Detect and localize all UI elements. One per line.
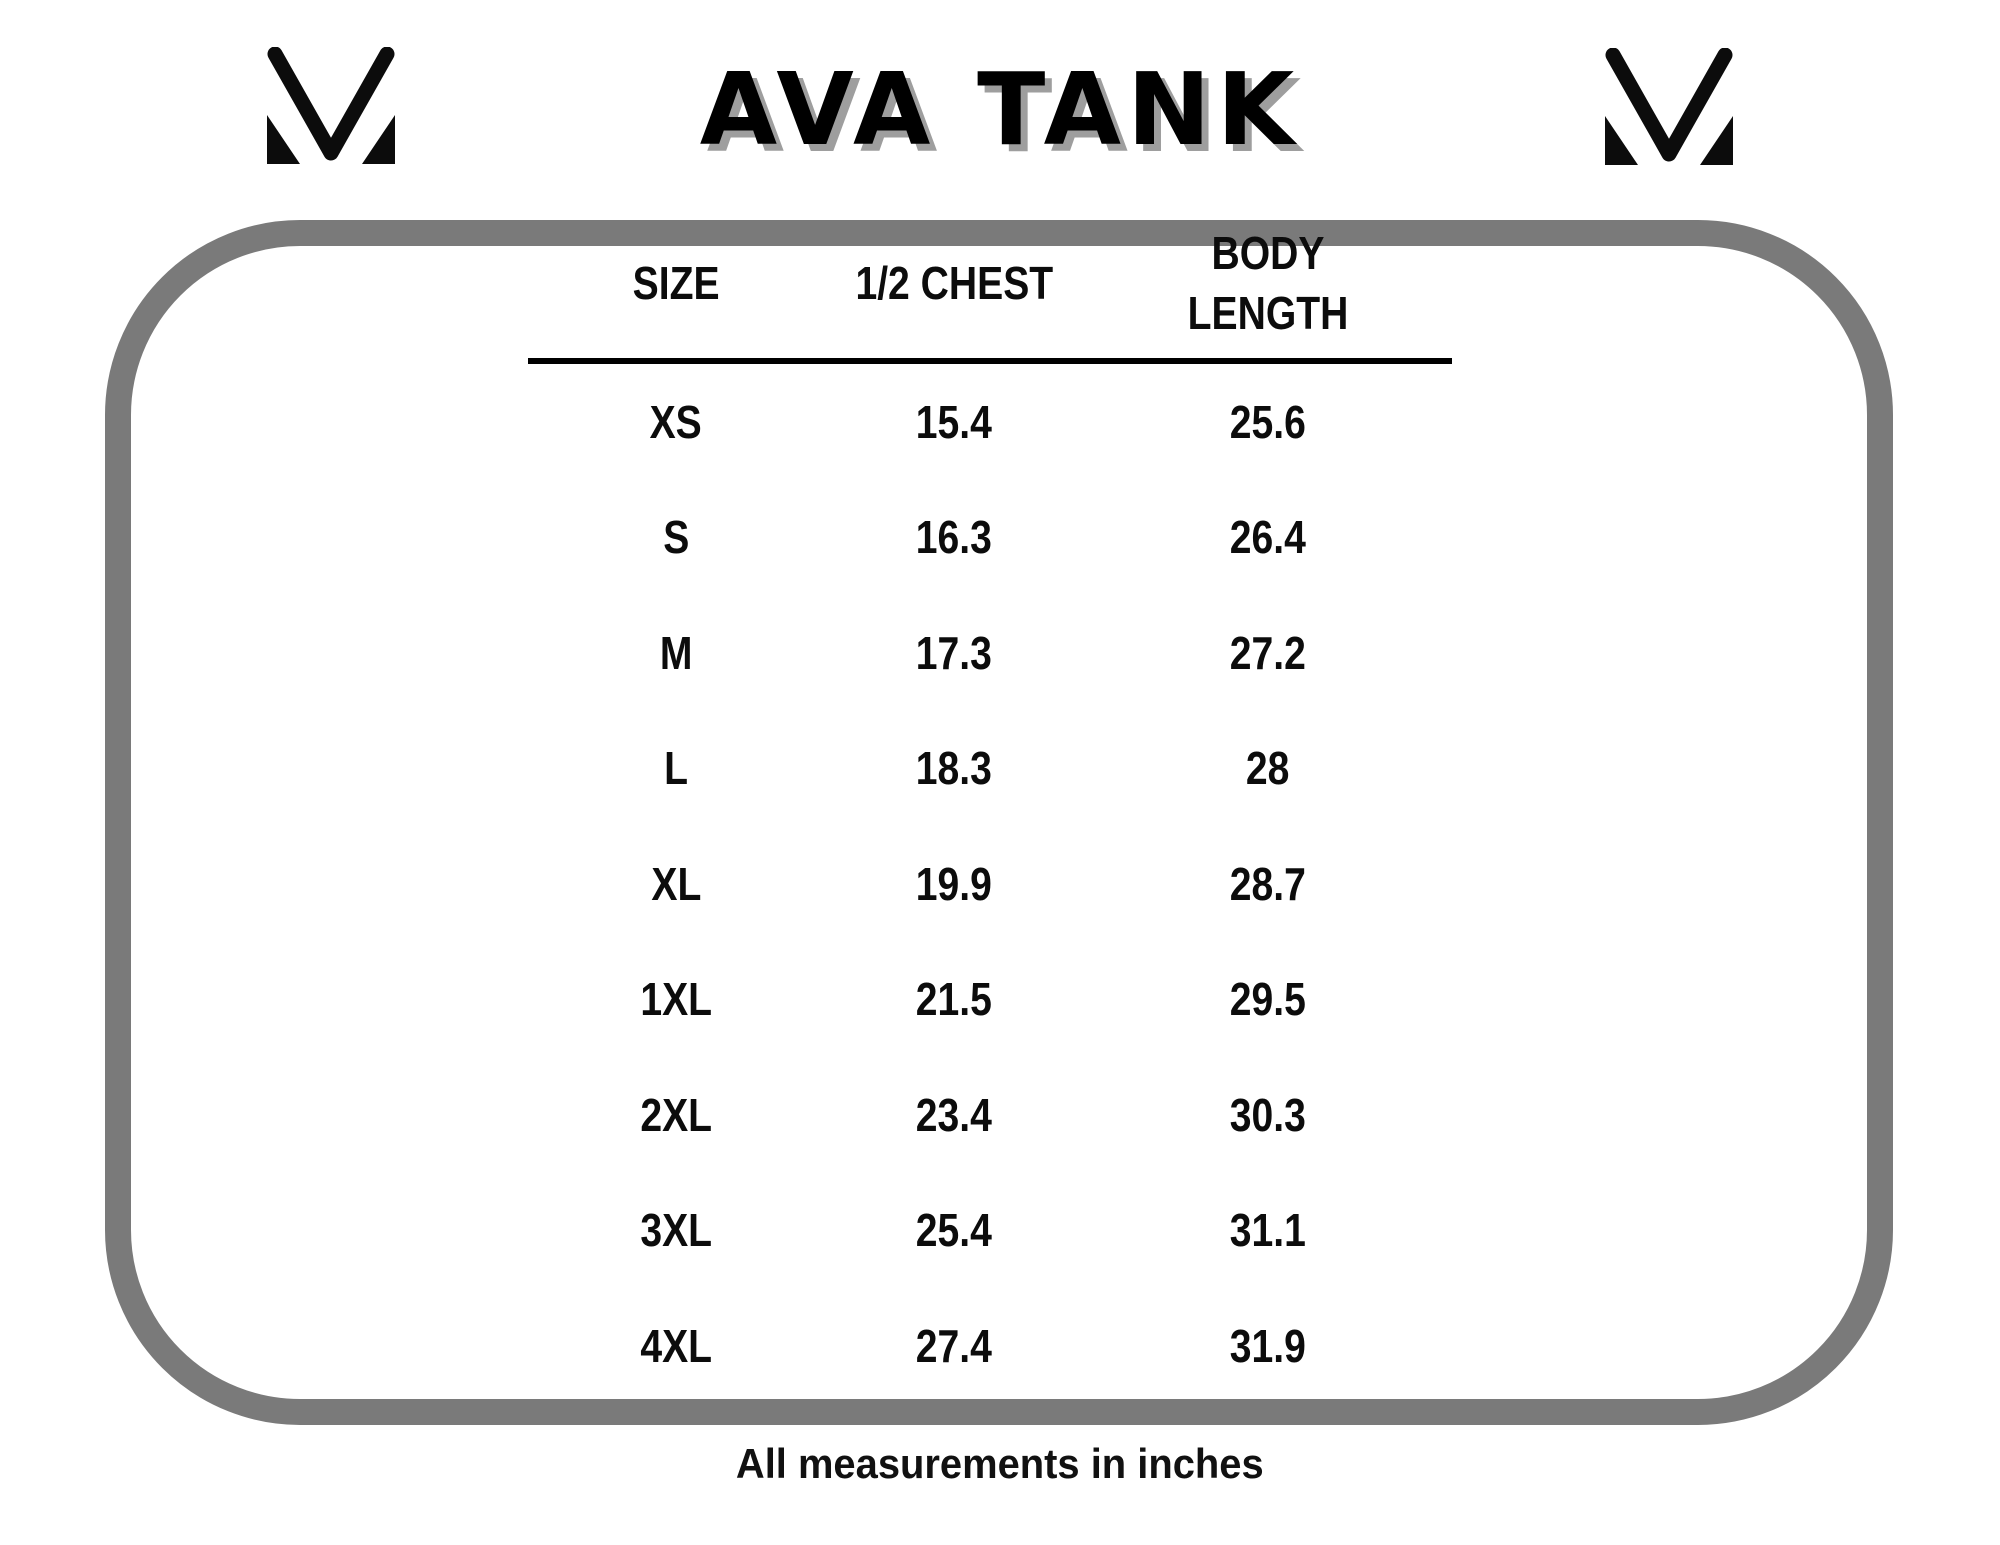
table-row: 4XL 27.4 31.9 (528, 1288, 1452, 1404)
body-length-cell: 25.6 (1229, 395, 1307, 448)
body-length-cell: 26.4 (1229, 511, 1307, 564)
chest-cell: 23.4 (915, 1088, 993, 1141)
body-length-cell: 31.9 (1229, 1319, 1307, 1372)
chest-cell: 19.9 (915, 857, 993, 910)
size-cell: M (659, 626, 693, 679)
mv-monogram-icon (1605, 47, 1733, 167)
page-title: AVA TANK (699, 51, 1301, 168)
body-length-cell: 28 (1246, 742, 1290, 795)
size-cell: XS (649, 395, 703, 448)
size-cell: XL (651, 857, 701, 910)
column-header-size: SIZE (632, 257, 720, 310)
column-header-half-chest: 1/2 CHEST (855, 257, 1053, 310)
table-row: 1XL 21.5 29.5 (528, 942, 1452, 1058)
size-cell: L (664, 742, 688, 795)
rounded-border-frame (105, 220, 1893, 1425)
body-length-cell: 27.2 (1229, 626, 1307, 679)
size-cell: 4XL (640, 1319, 712, 1372)
chest-cell: 25.4 (915, 1204, 993, 1257)
chest-cell: 16.3 (915, 511, 993, 564)
size-cell: 2XL (640, 1088, 712, 1141)
size-cell: 1XL (640, 973, 712, 1026)
chest-cell: 17.3 (915, 626, 993, 679)
mv-monogram-icon (267, 46, 395, 166)
table-row: L 18.3 28 (528, 711, 1452, 827)
chest-cell: 27.4 (915, 1319, 993, 1372)
table-row: XL 19.9 28.7 (528, 826, 1452, 942)
table-row: S 16.3 26.4 (528, 480, 1452, 596)
column-header-body-length: BODY LENGTH (1187, 227, 1349, 339)
table-row: 3XL 25.4 31.1 (528, 1173, 1452, 1289)
size-table: SIZE 1/2 CHEST BODY LENGTH XS 15.4 25.6 … (528, 210, 1452, 1404)
measurements-note: All measurements in inches (736, 1440, 1264, 1487)
size-cell: 3XL (640, 1204, 712, 1257)
table-row: 2XL 23.4 30.3 (528, 1057, 1452, 1173)
table-row: M 17.3 27.2 (528, 595, 1452, 711)
size-table-header-row: SIZE 1/2 CHEST BODY LENGTH (528, 210, 1452, 364)
chest-cell: 18.3 (915, 742, 993, 795)
size-cell: S (662, 511, 690, 564)
table-row: XS 15.4 25.6 (528, 364, 1452, 480)
body-length-cell: 28.7 (1229, 857, 1307, 910)
chest-cell: 15.4 (915, 395, 993, 448)
body-length-cell: 31.1 (1229, 1204, 1307, 1257)
chest-cell: 21.5 (915, 973, 993, 1026)
body-length-cell: 30.3 (1229, 1088, 1307, 1141)
body-length-cell: 29.5 (1229, 973, 1307, 1026)
